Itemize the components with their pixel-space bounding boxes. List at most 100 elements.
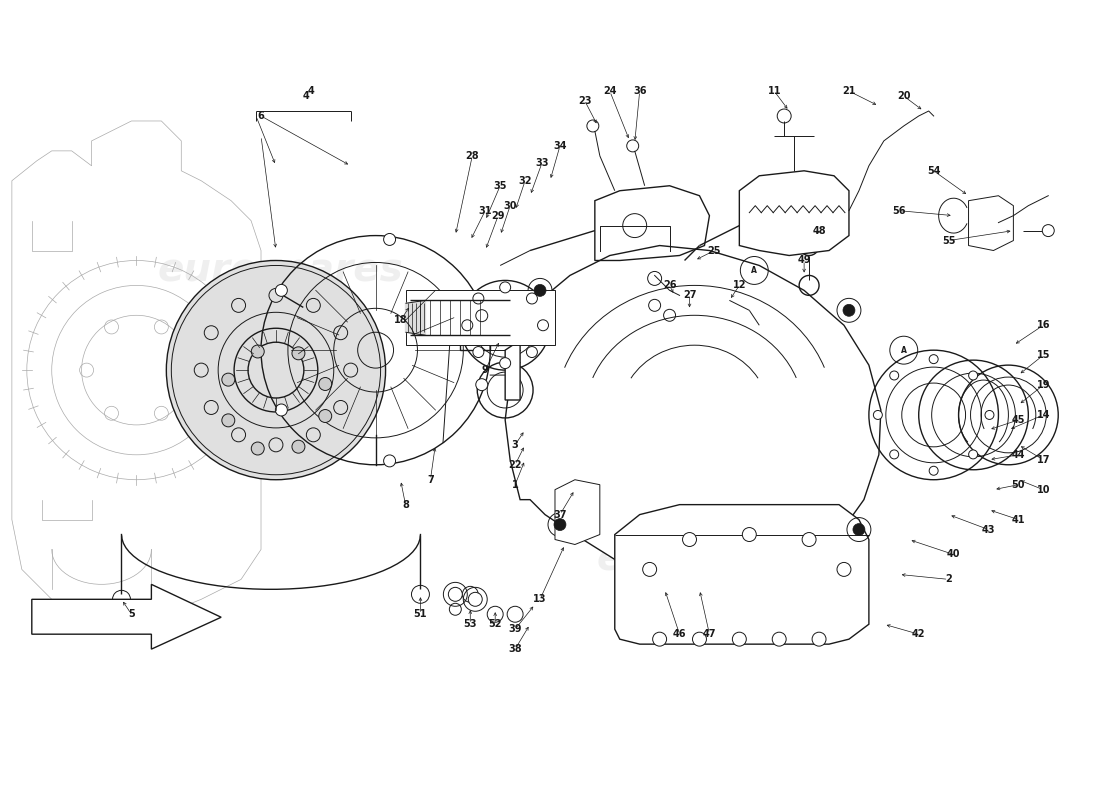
Text: A: A [901, 346, 906, 354]
Text: A: A [751, 266, 757, 275]
Text: 14: 14 [1036, 410, 1050, 420]
Bar [460, 300, 491, 350]
Text: 39: 39 [508, 624, 521, 634]
Text: 50: 50 [1012, 480, 1025, 490]
Polygon shape [739, 170, 849, 255]
Text: 10: 10 [1036, 485, 1050, 494]
Circle shape [499, 358, 510, 369]
Circle shape [205, 401, 218, 414]
Circle shape [275, 404, 287, 416]
Circle shape [837, 562, 851, 576]
Circle shape [890, 450, 899, 459]
Circle shape [251, 345, 264, 358]
Circle shape [554, 518, 565, 530]
Circle shape [319, 378, 332, 390]
Text: 4: 4 [302, 91, 309, 101]
Text: 9: 9 [482, 365, 488, 375]
Circle shape [251, 442, 264, 455]
Circle shape [222, 414, 234, 427]
Text: 17: 17 [1036, 454, 1050, 465]
Text: 52: 52 [488, 619, 502, 630]
Circle shape [733, 632, 746, 646]
Polygon shape [505, 246, 881, 579]
Text: 13: 13 [534, 594, 547, 604]
Circle shape [802, 533, 816, 546]
Bar [491, 306, 515, 345]
Circle shape [527, 346, 538, 358]
Circle shape [473, 346, 484, 358]
Polygon shape [406, 300, 426, 335]
Text: 45: 45 [1012, 415, 1025, 425]
Polygon shape [556, 480, 600, 545]
Circle shape [232, 428, 245, 442]
Circle shape [642, 562, 657, 576]
Text: 1: 1 [512, 480, 518, 490]
Text: 28: 28 [465, 151, 480, 161]
Circle shape [270, 438, 283, 452]
Text: 11: 11 [768, 86, 781, 96]
Text: eurospares: eurospares [158, 251, 404, 290]
Text: 19: 19 [1036, 380, 1050, 390]
Text: 16: 16 [1036, 320, 1050, 330]
Circle shape [449, 587, 462, 602]
Text: 29: 29 [492, 210, 505, 221]
Text: 15: 15 [1036, 350, 1050, 360]
Circle shape [969, 371, 978, 380]
Text: 38: 38 [508, 644, 521, 654]
Circle shape [873, 410, 882, 419]
Circle shape [384, 234, 396, 246]
Text: 37: 37 [553, 510, 566, 520]
Circle shape [852, 523, 865, 535]
Text: 27: 27 [683, 290, 696, 300]
Circle shape [450, 603, 461, 615]
Text: 34: 34 [553, 141, 566, 151]
Text: 12: 12 [733, 280, 746, 290]
Circle shape [195, 363, 208, 377]
Text: 53: 53 [463, 619, 477, 630]
Circle shape [319, 410, 332, 422]
Circle shape [930, 466, 938, 475]
Text: 23: 23 [579, 96, 592, 106]
Circle shape [473, 293, 484, 304]
Circle shape [984, 410, 994, 419]
Text: 25: 25 [707, 246, 722, 255]
Circle shape [527, 293, 538, 304]
Circle shape [166, 261, 386, 480]
Circle shape [275, 284, 287, 296]
Circle shape [333, 401, 348, 414]
Polygon shape [32, 584, 221, 649]
Text: 3: 3 [512, 440, 518, 450]
Circle shape [969, 450, 978, 459]
Text: 31: 31 [478, 206, 492, 216]
Text: 2: 2 [945, 574, 952, 584]
Circle shape [693, 632, 706, 646]
Text: 8: 8 [403, 500, 409, 510]
Circle shape [476, 378, 487, 390]
Circle shape [343, 363, 358, 377]
Text: 26: 26 [663, 280, 676, 290]
Circle shape [292, 440, 305, 453]
Text: 49: 49 [798, 255, 811, 266]
Text: 44: 44 [1012, 450, 1025, 460]
Circle shape [232, 298, 245, 312]
Text: 32: 32 [518, 176, 531, 186]
Text: 48: 48 [812, 226, 826, 235]
Text: 22: 22 [508, 460, 521, 470]
Text: 55: 55 [942, 235, 956, 246]
Text: 5: 5 [128, 610, 135, 619]
Circle shape [270, 288, 283, 302]
Text: 21: 21 [843, 86, 856, 96]
Text: 33: 33 [536, 158, 549, 168]
Circle shape [538, 320, 549, 330]
Circle shape [306, 298, 320, 312]
Circle shape [812, 632, 826, 646]
Circle shape [652, 632, 667, 646]
Circle shape [535, 285, 546, 296]
Circle shape [462, 320, 473, 330]
Circle shape [306, 428, 320, 442]
Text: 35: 35 [494, 181, 507, 190]
Polygon shape [615, 505, 869, 644]
Text: 7: 7 [427, 474, 433, 485]
Polygon shape [968, 196, 1013, 250]
Circle shape [205, 326, 218, 340]
